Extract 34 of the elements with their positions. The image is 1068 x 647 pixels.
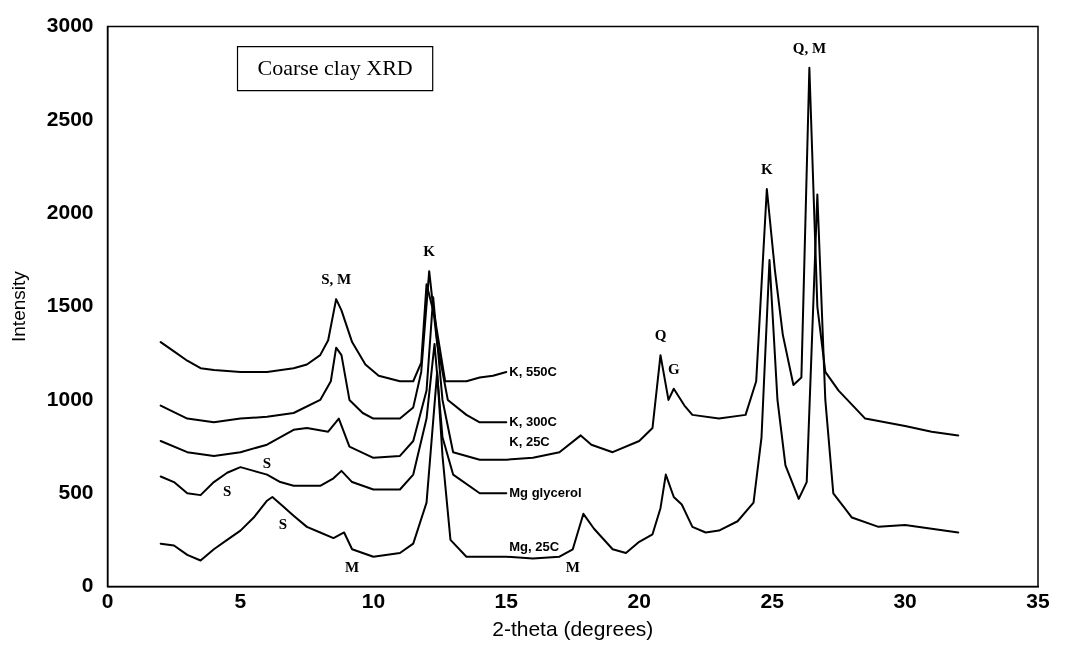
x-tick-label: 30 xyxy=(893,589,917,612)
y-tick-label: 3000 xyxy=(46,13,94,37)
x-tick-label: 15 xyxy=(494,589,519,612)
y-tick-label: 2000 xyxy=(46,200,94,224)
y-tick-label: 1000 xyxy=(46,386,94,410)
annotation: Q xyxy=(654,327,667,344)
x-tick-label: 10 xyxy=(361,589,386,612)
series-label: Mg glycerol xyxy=(509,484,582,500)
annotation: Q, M xyxy=(792,39,827,56)
x-tick-label: 5 xyxy=(234,589,247,612)
annotation: M xyxy=(345,559,360,576)
series-label: K, 550C xyxy=(509,363,558,379)
annotation: S xyxy=(262,454,272,471)
series-label: K, 25C xyxy=(509,434,551,450)
series-label: K, 300C xyxy=(509,413,558,429)
annotation: M xyxy=(565,559,580,576)
y-tick-label: 0 xyxy=(81,573,94,597)
annotation: K xyxy=(423,243,436,260)
annotation: G xyxy=(667,360,680,377)
x-tick-label: 25 xyxy=(760,589,785,612)
annotation: S, M xyxy=(321,271,352,288)
x-tick-label: 35 xyxy=(1026,589,1050,612)
y-tick-label: 1500 xyxy=(46,293,94,317)
x-tick-label: 0 xyxy=(101,589,114,612)
annotation: S xyxy=(222,482,232,499)
x-axis-title: 2-theta (degrees) xyxy=(492,617,654,641)
text: Coarse clay XRD xyxy=(257,55,413,81)
y-tick-label: 500 xyxy=(58,480,94,504)
y-tick-label: 2500 xyxy=(46,106,94,130)
y-axis-title: Intensity xyxy=(7,270,29,342)
series-label: Mg, 25C xyxy=(509,538,560,554)
annotation: K xyxy=(760,160,773,177)
annotation: S xyxy=(278,516,288,533)
x-tick-label: 20 xyxy=(627,589,651,612)
